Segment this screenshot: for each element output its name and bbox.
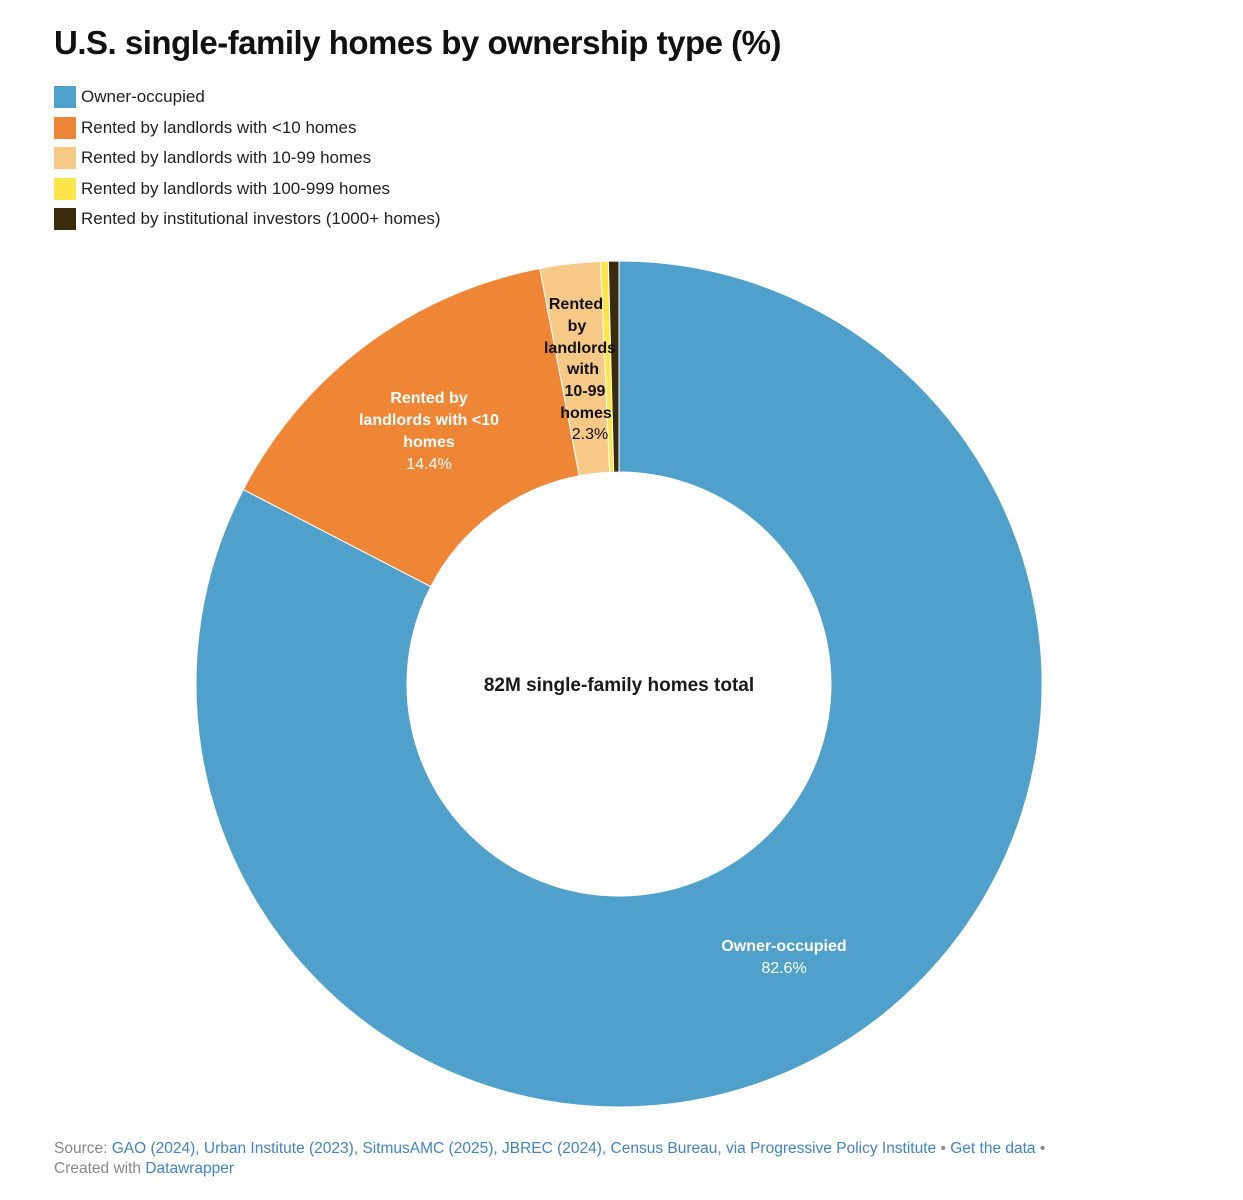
center-label: 82M single-family homes total — [484, 675, 754, 696]
legend-label: Rented by landlords with 100-999 homes — [81, 178, 391, 198]
slice-label-name: homes — [403, 434, 455, 451]
legend-label: Rented by landlords with 10-99 homes — [81, 148, 372, 168]
created-with-text: Created with — [54, 1160, 142, 1177]
separator: • — [1039, 1140, 1046, 1157]
legend-label: Owner-occupied — [81, 87, 205, 107]
slice-label-owner: Owner-occupied 82.6% — [721, 938, 846, 977]
legend-item-100-999: Rented by landlords with 100-999 homes — [54, 174, 441, 205]
legend-swatch — [54, 208, 76, 231]
slice-label-value: 14.4% — [406, 456, 451, 473]
slice-label-name: by — [568, 318, 587, 335]
legend-swatch — [54, 147, 76, 170]
slice-label-name: Owner-occupied — [721, 938, 846, 955]
slice-label-lt10: Rented by landlords with <10 homes 14.4% — [359, 390, 499, 473]
legend-item-owner-occupied: Owner-occupied — [54, 82, 441, 113]
get-data-link[interactable]: Get the data — [950, 1140, 1036, 1157]
slice-label-name: landlords with <10 — [359, 412, 499, 429]
slice-label-value: 2.3% — [572, 426, 608, 443]
sources-link[interactable]: GAO (2024), Urban Institute (2023), Sitm… — [111, 1140, 937, 1157]
slice-label-name: Rented by — [390, 390, 467, 407]
legend-item-lt10: Rented by landlords with <10 homes — [54, 113, 441, 144]
slice-institutional — [607, 260, 620, 473]
slice-owner-occupied — [195, 260, 1043, 1108]
slice-label-name: homes — [560, 405, 612, 422]
separator: • — [940, 1140, 946, 1157]
slice-label-name: 10-99 — [565, 383, 606, 400]
legend-item-institutional: Rented by institutional investors (1000+… — [54, 204, 441, 235]
legend-item-10-99: Rented by landlords with 10-99 homes — [54, 143, 441, 174]
chart-title: U.S. single-family homes by ownership ty… — [54, 24, 781, 61]
legend-swatch — [54, 116, 76, 139]
slice-label-name: Rented — [549, 296, 603, 313]
source-prefix: Source: — [54, 1140, 108, 1157]
slice-label-10-99: Rented by landlords with 10-99 homes 2.3… — [544, 296, 616, 443]
legend: Owner-occupied Rented by landlords with … — [54, 82, 441, 235]
legend-label: Rented by landlords with <10 homes — [81, 117, 357, 137]
datawrapper-link[interactable]: Datawrapper — [145, 1160, 235, 1177]
donut-slices — [195, 260, 1043, 1108]
slice-label-value: 82.6% — [761, 960, 806, 977]
legend-label: Rented by institutional investors (1000+… — [81, 209, 441, 229]
slice-lt10 — [242, 267, 580, 588]
slice-label-name: landlords — [544, 340, 616, 357]
legend-swatch — [54, 177, 76, 200]
footer: Source: GAO (2024), Urban Institute (202… — [54, 1139, 1204, 1179]
slice-label-name: with — [566, 361, 599, 378]
legend-swatch — [54, 86, 76, 109]
